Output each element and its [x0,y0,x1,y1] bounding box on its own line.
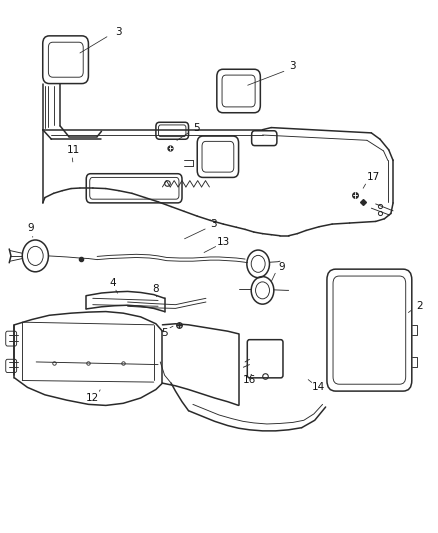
Text: 2: 2 [416,301,423,311]
Text: 9: 9 [279,262,286,271]
Text: 3: 3 [289,61,295,71]
Text: 4: 4 [109,278,116,288]
Text: 12: 12 [86,393,99,403]
Text: 11: 11 [67,145,80,155]
Text: 5: 5 [193,123,200,133]
Text: 17: 17 [367,172,380,182]
Text: 14: 14 [311,382,325,392]
Text: 9: 9 [28,223,34,233]
Text: 8: 8 [152,284,159,294]
Text: 3: 3 [115,27,121,37]
Text: 5: 5 [161,328,168,338]
Text: 13: 13 [217,237,230,247]
Text: 16: 16 [243,375,256,385]
Text: 3: 3 [211,219,217,229]
